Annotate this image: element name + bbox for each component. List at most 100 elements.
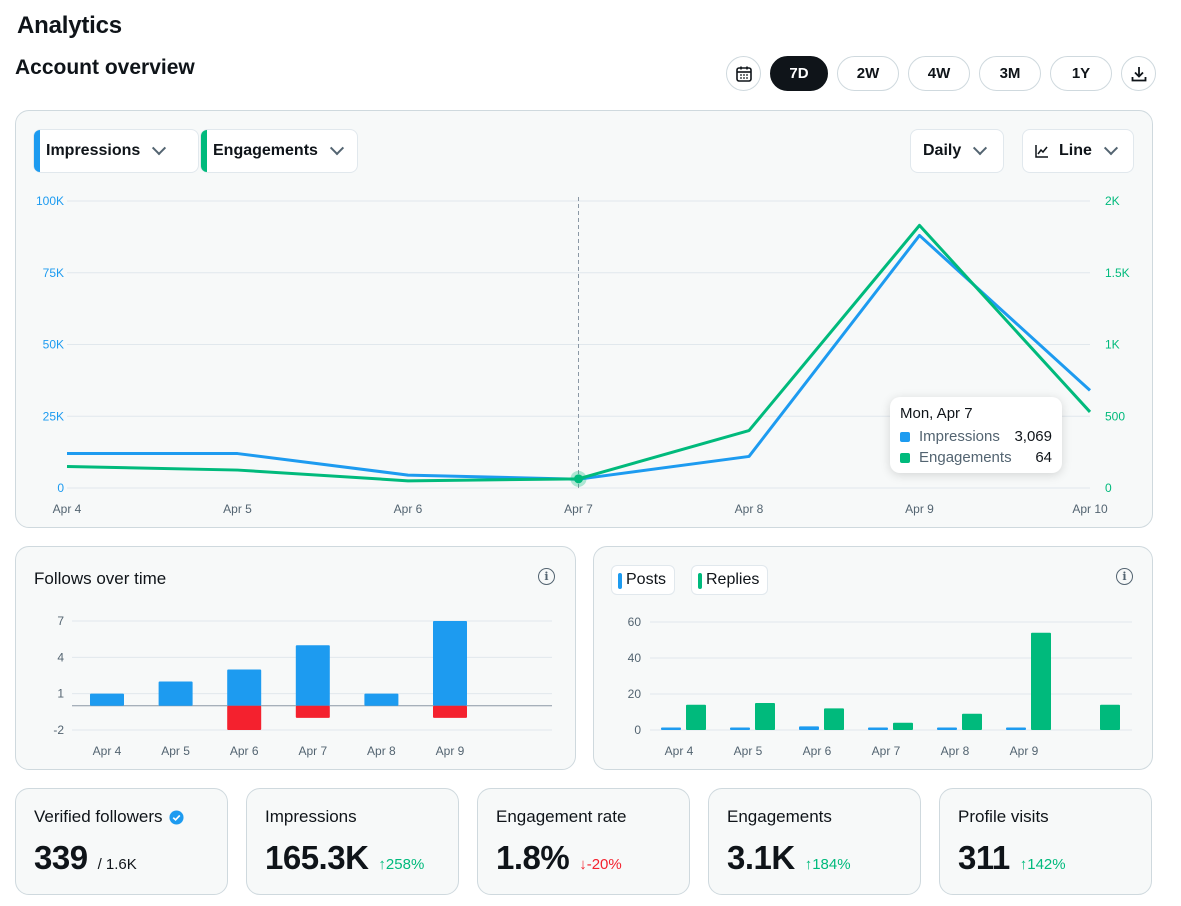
stat-label: Impressions: [265, 807, 357, 826]
follows-bar: [227, 669, 262, 706]
metric-2-color-bar: [201, 130, 207, 172]
range-4w-button[interactable]: 4W: [908, 56, 970, 91]
x-tick-label: Apr 7: [298, 744, 327, 758]
range-1y-button[interactable]: 1Y: [1050, 56, 1112, 91]
unfollows-bar: [295, 705, 330, 718]
stat-value: 339 / 1.6K: [34, 839, 137, 877]
x-tick-label: Apr 7: [872, 744, 901, 758]
page-title: Analytics: [17, 12, 122, 39]
y-tick-label: 1: [57, 687, 64, 701]
unfollows-bar: [433, 705, 467, 718]
metric-2-select[interactable]: Engagements: [200, 129, 358, 173]
stat-change: ↑184%: [804, 856, 851, 873]
posts-replies-card: Posts Replies i 60 40 20 0 Apr 4 Apr 5 Apr 6 Ap…: [593, 546, 1153, 770]
legend-posts-label: Posts: [626, 571, 667, 588]
stat-change: ↑258%: [378, 856, 425, 873]
tooltip-date: Mon, Apr 7: [900, 405, 973, 422]
impressions-swatch: [900, 431, 910, 442]
x-tick-label: Apr 4: [665, 744, 694, 758]
line-chart-icon: [1035, 145, 1048, 158]
hover-point: [574, 474, 583, 484]
x-tick-label: Apr 5: [223, 502, 252, 516]
follows-bar: [364, 693, 399, 706]
y-tick-label: 20: [628, 687, 642, 701]
tooltip-row-impressions: Impressions 3,069: [900, 426, 1052, 447]
x-tick-label: Apr 6: [230, 744, 259, 758]
y-left-tick-label: 0: [57, 481, 64, 495]
interval-select[interactable]: Daily: [910, 129, 1004, 173]
y-left-tick-label: 50K: [43, 338, 64, 352]
calendar-icon: [735, 66, 752, 82]
stat-value-number: 339: [34, 839, 88, 876]
replies-bar: [1100, 704, 1120, 730]
x-tick-label: Apr 4: [53, 502, 82, 516]
download-button[interactable]: [1121, 56, 1156, 91]
stat-label: Verified followers: [34, 807, 184, 827]
chart-type-label: Line: [1059, 142, 1092, 159]
chart-tooltip: Mon, Apr 7 Impressions 3,069 Engagements…: [890, 397, 1062, 473]
x-tick-label: Apr 9: [436, 744, 465, 758]
stat-sub: / 1.6K: [97, 856, 137, 873]
legend-replies[interactable]: Replies: [691, 565, 769, 595]
metric-2-label: Engagements: [213, 142, 318, 159]
stat-card-profile-visits[interactable]: Profile visits 311 ↑142%: [939, 788, 1152, 895]
range-3m-button[interactable]: 3M: [979, 56, 1041, 91]
stat-value-number: 1.8%: [496, 839, 570, 876]
y-right-tick-label: 500: [1105, 409, 1125, 423]
legend-posts[interactable]: Posts: [611, 565, 676, 595]
unfollows-bar: [227, 705, 262, 730]
legend-replies-label: Replies: [706, 571, 760, 588]
x-tick-label: Apr 6: [803, 744, 832, 758]
stat-change: ↑142%: [1019, 856, 1066, 873]
replies-bar: [824, 708, 844, 730]
posts-bar: [1006, 727, 1026, 730]
y-tick-label: 0: [634, 723, 641, 737]
tooltip-row-value: 3,069: [1014, 428, 1052, 445]
stat-value-number: 311: [958, 839, 1010, 876]
info-icon[interactable]: i: [538, 568, 555, 585]
chart-type-select[interactable]: Line: [1022, 129, 1134, 173]
stat-value-number: 3.1K: [727, 839, 795, 876]
replies-bar: [893, 722, 913, 730]
stat-card-impressions[interactable]: Impressions 165.3K ↑258%: [246, 788, 459, 895]
y-tick-label: 4: [57, 650, 64, 664]
stat-card-engagement-rate[interactable]: Engagement rate 1.8% ↓-20%: [477, 788, 690, 895]
range-2w-button[interactable]: 2W: [837, 56, 899, 91]
verified-badge-icon: [168, 809, 184, 825]
stat-card-engagements[interactable]: Engagements 3.1K ↑184%: [708, 788, 921, 895]
posts-bar: [799, 726, 819, 730]
stat-label: Engagement rate: [496, 807, 627, 826]
x-tick-label: Apr 5: [161, 744, 190, 758]
stat-value: 165.3K ↑258%: [265, 839, 424, 877]
y-left-tick-label: 75K: [43, 266, 64, 280]
info-icon[interactable]: i: [1116, 568, 1133, 585]
replies-color-bar: [698, 573, 702, 589]
x-tick-label: Apr 8: [941, 744, 970, 758]
y-right-tick-label: 0: [1105, 481, 1112, 495]
stat-label: Engagements: [727, 807, 832, 826]
metric-1-select[interactable]: Impressions: [33, 129, 199, 173]
section-title: Account overview: [15, 56, 195, 79]
x-tick-label: Apr 8: [367, 744, 396, 758]
y-left-tick-label: 100K: [36, 194, 64, 208]
replies-bar: [755, 703, 775, 730]
x-tick-label: Apr 9: [905, 502, 934, 516]
posts-bar: [937, 727, 957, 730]
range-7d-button[interactable]: 7D: [770, 56, 828, 91]
posts-replies-bar-chart: 60 40 20 0 Apr 4 Apr 5 Apr 6 Apr 7 Apr 8 Apr 9: [628, 615, 1132, 758]
calendar-button[interactable]: [726, 56, 761, 91]
x-tick-label: Apr 4: [93, 744, 122, 758]
x-tick-label: Apr 9: [1010, 744, 1039, 758]
stat-value-number: 165.3K: [265, 839, 369, 876]
x-tick-label: Apr 5: [734, 744, 763, 758]
stat-label: Profile visits: [958, 807, 1049, 826]
follows-bar: [433, 621, 467, 706]
follows-bar: [295, 645, 330, 706]
stat-label-text: Verified followers: [34, 807, 163, 826]
y-tick-label: 40: [628, 651, 642, 665]
follows-bar-chart: 7 4 1 -2 Apr 4 Apr 5 Apr 6 Apr 7 Apr 8 Apr 9: [53, 614, 552, 758]
posts-bar: [868, 727, 888, 730]
replies-bar: [686, 704, 706, 730]
x-tick-label: Apr 8: [735, 502, 764, 516]
stat-card-verified-followers[interactable]: Verified followers 339 / 1.6K: [15, 788, 228, 895]
